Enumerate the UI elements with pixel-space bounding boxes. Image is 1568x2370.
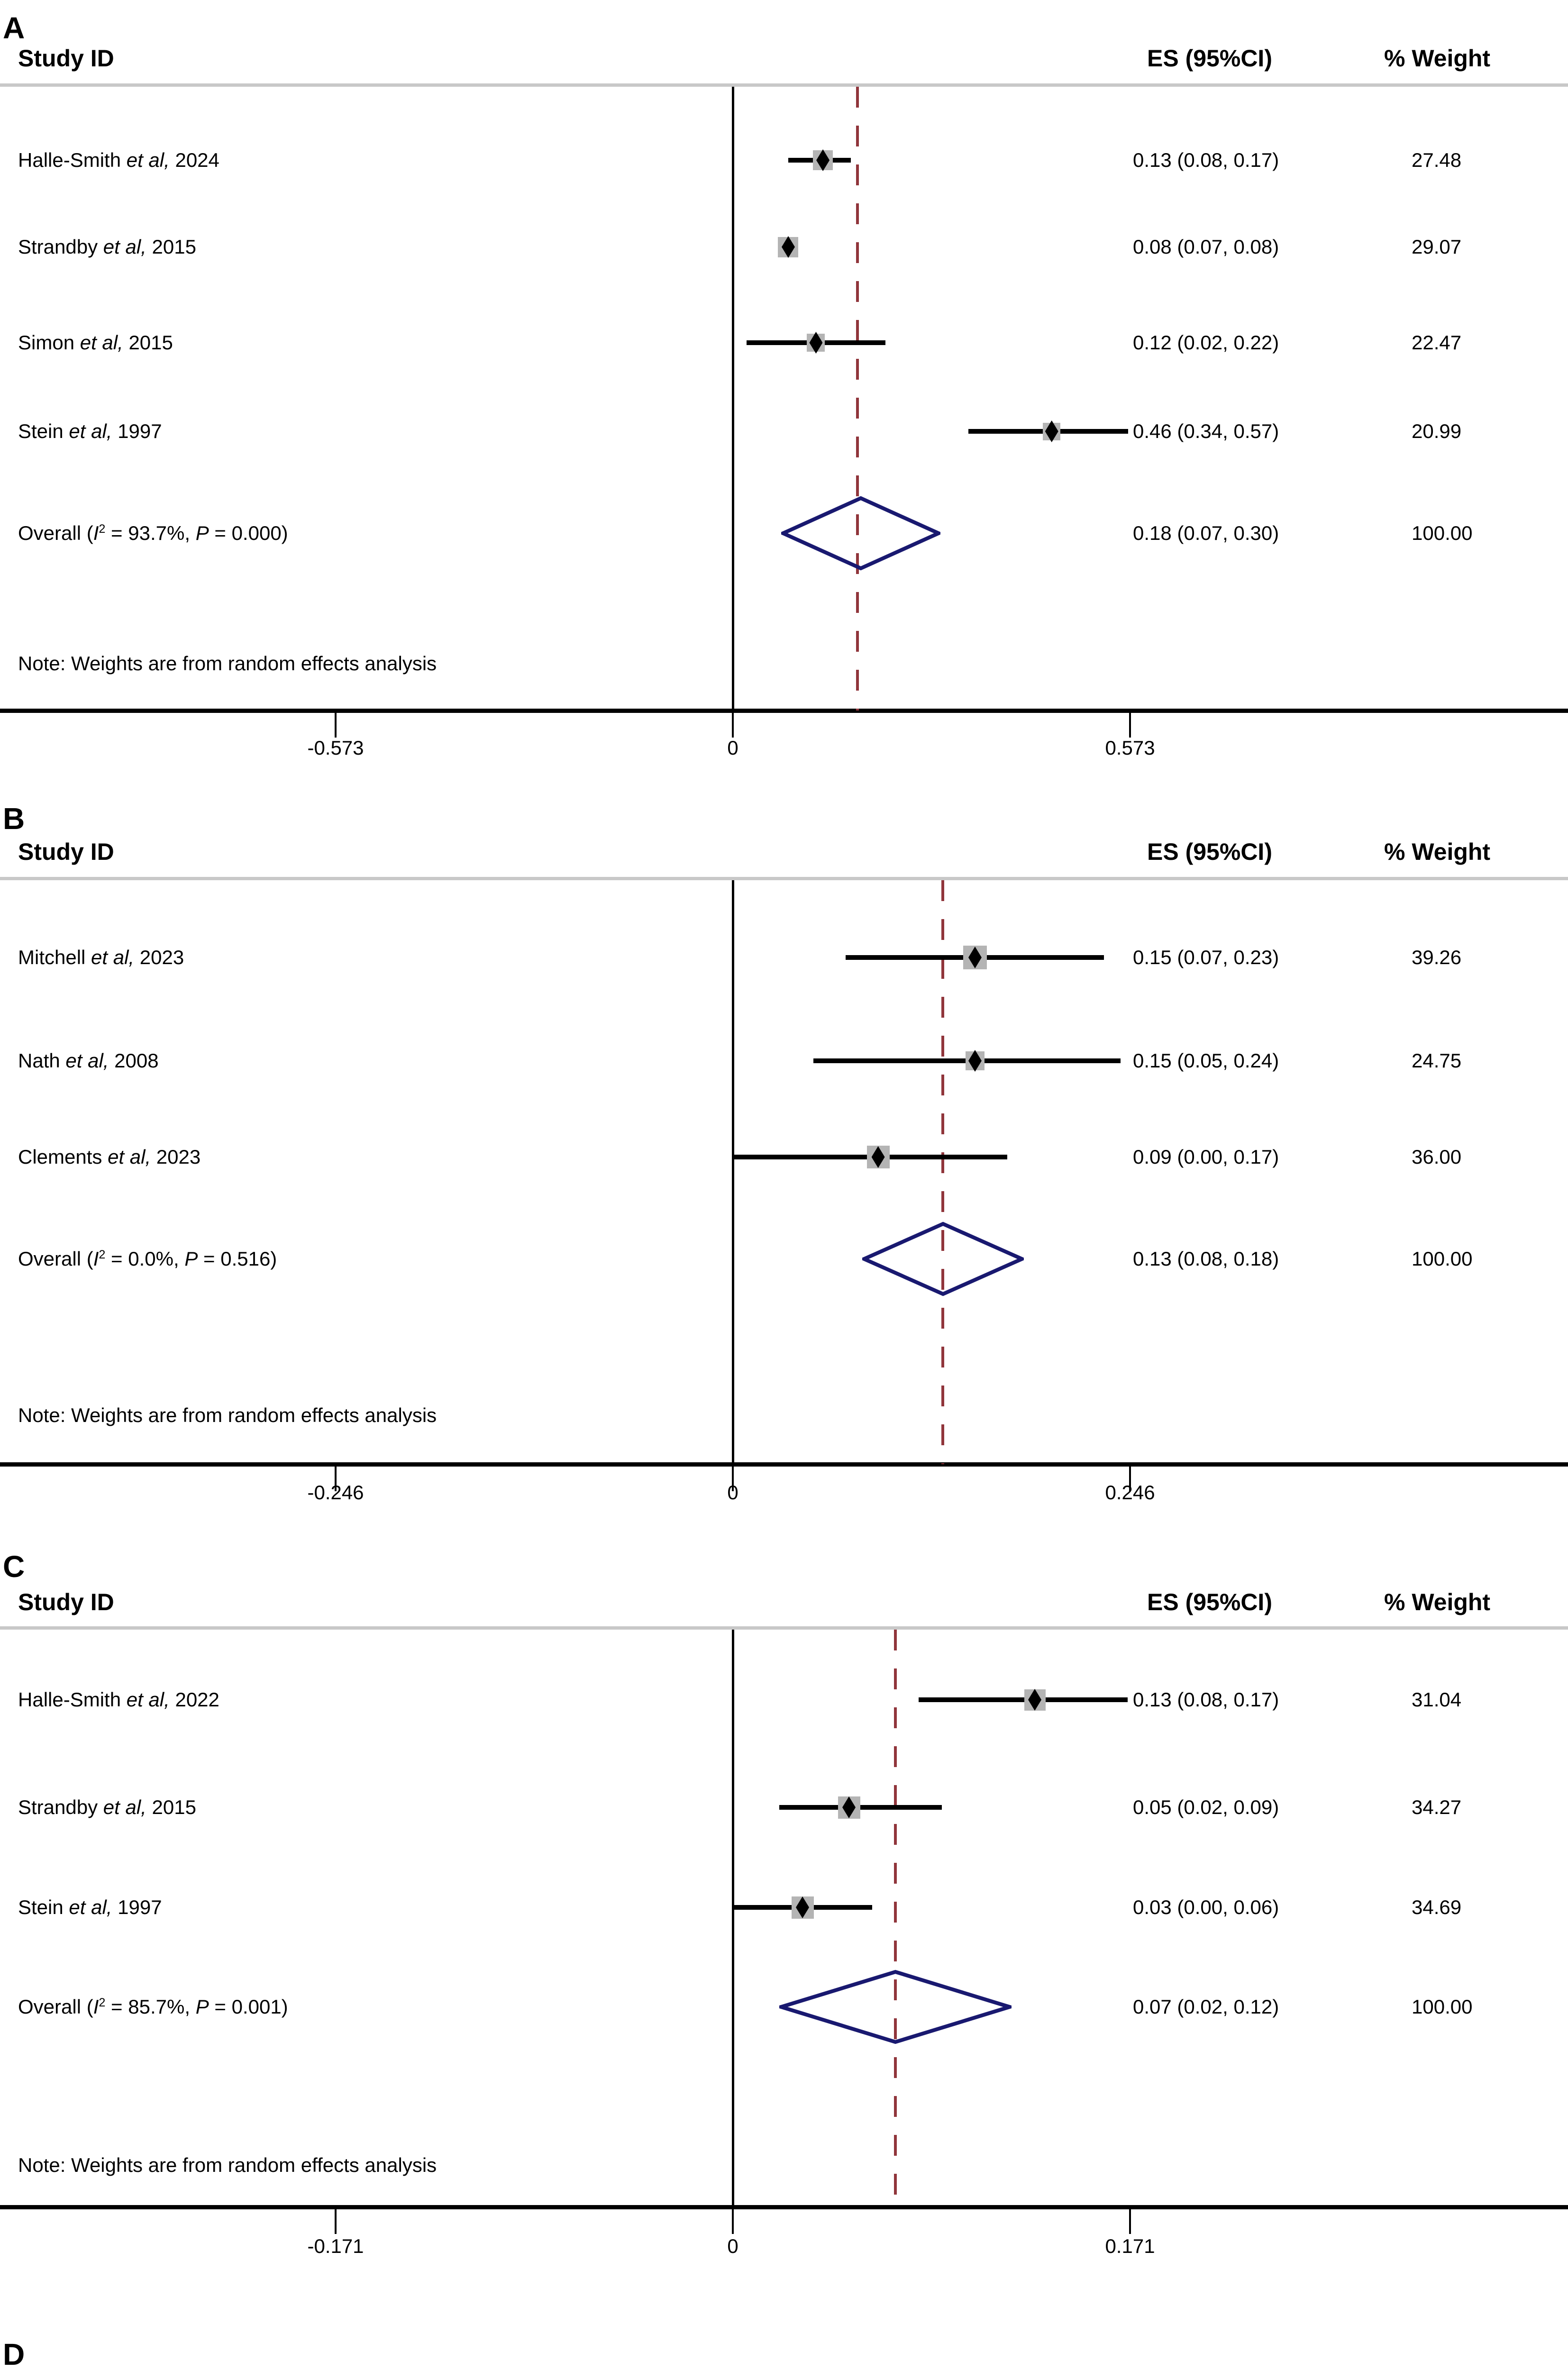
study-label: Strandby et al, 2015: [18, 236, 196, 258]
overall-label: Overall (I2 = 85.7%, P = 0.001): [18, 1996, 288, 2018]
weight-value: 34.69: [1412, 1896, 1462, 1918]
panel-letter: B: [3, 802, 25, 836]
weight-value: 34.27: [1412, 1796, 1462, 1818]
random-effects-note: Note: Weights are from random effects an…: [18, 2154, 437, 2176]
overall-es-value: 0.07 (0.02, 0.12): [1133, 1996, 1279, 2018]
ci-line: [779, 1805, 942, 1810]
weight-value: 36.00: [1412, 1146, 1462, 1168]
weight-header: % Weight: [1384, 839, 1491, 865]
study-id-header: Study ID: [18, 45, 114, 72]
x-tick-label-neg: -0.171: [307, 2235, 364, 2257]
es-value: 0.05 (0.02, 0.09): [1133, 1796, 1279, 1818]
study-id-header: Study ID: [18, 1589, 114, 1615]
es-value: 0.15 (0.07, 0.23): [1133, 946, 1279, 968]
header-rule: [0, 1626, 1568, 1630]
overall-weight-value: 100.00: [1412, 522, 1473, 544]
es-ci-header: ES (95%CI): [1147, 1589, 1272, 1615]
x-axis-line: [0, 2205, 1568, 2209]
x-axis-tick: [732, 1467, 734, 1491]
overall-weight-value: 100.00: [1412, 1248, 1473, 1270]
x-axis-tick: [335, 713, 337, 738]
overall-label: Overall (I2 = 93.7%, P = 0.000): [18, 522, 288, 544]
es-value: 0.12 (0.02, 0.22): [1133, 331, 1279, 354]
random-effects-note: Note: Weights are from random effects an…: [18, 652, 437, 675]
x-tick-label-zero: 0: [727, 2235, 738, 2257]
x-axis-tick: [1129, 1467, 1131, 1491]
zero-line: [732, 880, 734, 1464]
weight-value: 24.75: [1412, 1049, 1462, 1072]
study-label: Stein et al, 1997: [18, 1896, 162, 1918]
es-value: 0.46 (0.34, 0.57): [1133, 420, 1279, 442]
es-ci-header: ES (95%CI): [1147, 839, 1272, 865]
es-value: 0.13 (0.08, 0.17): [1133, 149, 1279, 171]
weight-value: 20.99: [1412, 420, 1462, 442]
x-tick-label-neg: -0.573: [307, 737, 364, 759]
x-axis-line: [0, 1462, 1568, 1467]
panel-letter: D: [3, 2337, 25, 2370]
weight-value: 22.47: [1412, 331, 1462, 354]
overall-dashed-line: [894, 1630, 897, 2207]
x-axis-tick: [335, 1467, 337, 1491]
x-tick-label-zero: 0: [727, 737, 738, 759]
study-label: Simon et al, 2015: [18, 331, 173, 354]
x-tick-label-pos: 0.171: [1105, 2235, 1155, 2257]
es-value: 0.03 (0.00, 0.06): [1133, 1896, 1279, 1918]
es-value: 0.08 (0.07, 0.08): [1133, 236, 1279, 258]
overall-dashed-line: [941, 880, 944, 1464]
x-axis-tick: [732, 2209, 734, 2234]
x-axis-tick: [732, 713, 734, 738]
overall-es-value: 0.18 (0.07, 0.30): [1133, 522, 1279, 544]
es-ci-header: ES (95%CI): [1147, 45, 1272, 72]
header-rule: [0, 877, 1568, 880]
study-id-header: Study ID: [18, 839, 114, 865]
overall-dashed-line: [856, 87, 859, 711]
weight-value: 39.26: [1412, 946, 1462, 968]
x-axis-line: [0, 709, 1568, 713]
study-label: Halle-Smith et al, 2022: [18, 1688, 219, 1711]
ci-line: [919, 1697, 1128, 1702]
overall-weight-value: 100.00: [1412, 1996, 1473, 2018]
overall-diamond: [859, 1221, 1027, 1297]
x-axis-tick: [1129, 2209, 1131, 2234]
zero-line: [732, 87, 734, 711]
weight-header: % Weight: [1384, 1589, 1491, 1615]
study-label: Strandby et al, 2015: [18, 1796, 196, 1818]
panel-letter: C: [3, 1550, 25, 1584]
weight-value: 31.04: [1412, 1688, 1462, 1711]
study-label: Clements et al, 2023: [18, 1146, 201, 1168]
random-effects-note: Note: Weights are from random effects an…: [18, 1404, 437, 1426]
study-label: Halle-Smith et al, 2024: [18, 149, 219, 171]
weight-header: % Weight: [1384, 45, 1491, 72]
study-label: Mitchell et al, 2023: [18, 946, 184, 968]
es-value: 0.09 (0.00, 0.17): [1133, 1146, 1279, 1168]
weight-value: 27.48: [1412, 149, 1462, 171]
weight-value: 29.07: [1412, 236, 1462, 258]
es-value: 0.13 (0.08, 0.17): [1133, 1688, 1279, 1711]
x-axis-tick: [1129, 713, 1131, 738]
zero-line: [732, 1630, 734, 2207]
overall-diamond: [775, 1969, 1016, 2045]
study-label: Stein et al, 1997: [18, 420, 162, 442]
overall-es-value: 0.13 (0.08, 0.18): [1133, 1248, 1279, 1270]
panel-letter: A: [3, 11, 25, 45]
header-rule: [0, 83, 1568, 87]
x-tick-label-pos: 0.573: [1105, 737, 1155, 759]
x-tick-label-zero: 0: [727, 1481, 738, 1504]
overall-label: Overall (I2 = 0.0%, P = 0.516): [18, 1248, 277, 1270]
overall-diamond: [778, 495, 944, 571]
x-axis-tick: [335, 2209, 337, 2234]
es-value: 0.15 (0.05, 0.24): [1133, 1049, 1279, 1072]
study-label: Nath et al, 2008: [18, 1049, 159, 1072]
